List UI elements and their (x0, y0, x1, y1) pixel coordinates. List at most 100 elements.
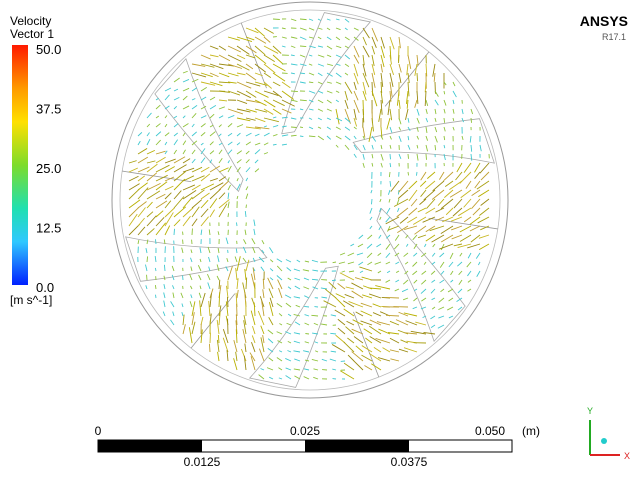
vector (243, 239, 246, 244)
vector (433, 244, 435, 247)
vector (340, 371, 354, 379)
vector (434, 73, 435, 82)
vector (345, 91, 348, 100)
vector (345, 82, 352, 94)
vector (435, 118, 436, 122)
cfd-view: Velocity Vector 1 50.037.525.012.50.0 [m… (0, 0, 636, 472)
vector (350, 244, 354, 246)
vector (201, 217, 209, 226)
vector (219, 55, 230, 61)
vector (277, 276, 282, 280)
vector (147, 161, 155, 163)
vector (228, 202, 229, 208)
vector (207, 274, 210, 280)
vector (201, 230, 202, 235)
vector (246, 133, 251, 136)
vector (370, 208, 372, 214)
vector (228, 133, 232, 136)
vector (273, 55, 283, 64)
vector (397, 199, 399, 204)
vector (354, 127, 357, 129)
vector (318, 109, 323, 111)
vector (478, 262, 480, 265)
vector (156, 157, 166, 163)
vector (345, 327, 354, 334)
vector (304, 377, 309, 379)
vector (138, 176, 145, 181)
vector (282, 37, 287, 38)
vector (403, 280, 408, 284)
vector (468, 253, 471, 258)
vector (332, 369, 336, 370)
vector (408, 154, 409, 159)
vector (277, 303, 282, 307)
vector (219, 181, 229, 190)
vector (246, 167, 250, 172)
vector (201, 87, 207, 91)
vector (354, 82, 356, 90)
vector (421, 190, 426, 197)
vector (219, 193, 225, 199)
vector (476, 253, 480, 259)
vector (264, 55, 275, 62)
vector (236, 268, 237, 280)
vector (255, 37, 266, 43)
scale-segment (98, 440, 202, 452)
vector (409, 208, 417, 215)
vector (201, 293, 205, 307)
vector (327, 136, 331, 139)
vector (201, 317, 203, 325)
vector (407, 100, 408, 109)
vector (318, 19, 321, 20)
vector (264, 37, 270, 43)
vector (165, 159, 176, 163)
vector (296, 305, 300, 307)
vector (312, 279, 318, 280)
blade-line (191, 294, 235, 349)
vector (147, 216, 156, 226)
vector (237, 143, 240, 145)
vector (147, 183, 161, 190)
vector (444, 91, 445, 94)
vector (333, 262, 336, 263)
vector (261, 267, 264, 271)
vector (209, 229, 210, 235)
vector (273, 125, 278, 127)
vector (417, 109, 419, 116)
vector (387, 208, 390, 214)
vector (335, 310, 345, 316)
vector (156, 211, 163, 217)
vector (228, 266, 232, 280)
vector (459, 271, 462, 275)
vector (217, 320, 219, 334)
vector (336, 64, 340, 65)
vector (192, 207, 199, 217)
vector (395, 262, 399, 264)
vector (246, 142, 251, 145)
vector (264, 73, 271, 78)
vector (138, 148, 147, 154)
vector (460, 226, 471, 232)
vector (155, 285, 156, 289)
vector (129, 161, 137, 163)
vector (288, 278, 291, 280)
vector (218, 335, 219, 343)
vector (279, 324, 282, 325)
vector (261, 326, 264, 334)
vector (255, 143, 260, 145)
vector (363, 46, 369, 57)
vector (147, 173, 157, 181)
vector (373, 304, 381, 307)
vector (372, 46, 375, 54)
vector (300, 37, 306, 40)
vector (339, 262, 345, 264)
vector (252, 335, 255, 343)
vector (228, 150, 232, 154)
vector (338, 328, 345, 334)
vector (336, 109, 339, 124)
vector (252, 326, 255, 334)
vector (165, 212, 173, 226)
vector (471, 199, 480, 209)
scale-unit: (m) (522, 424, 540, 438)
vector (183, 150, 186, 154)
